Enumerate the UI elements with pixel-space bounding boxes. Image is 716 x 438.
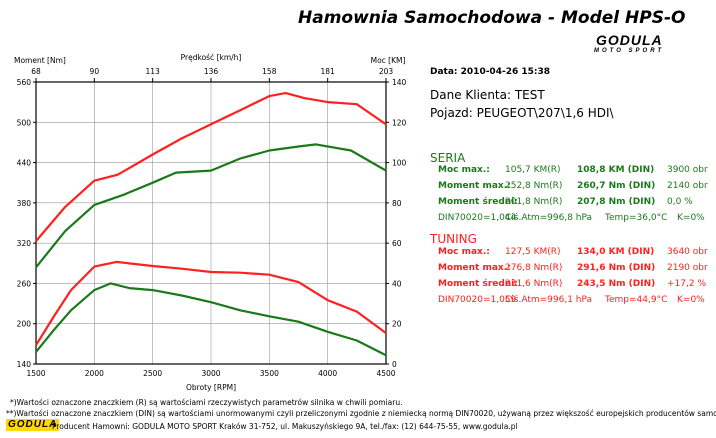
y2-tick-label: 40 (392, 279, 402, 288)
series-tuning-moment (35, 260, 387, 346)
footer-logo: GODULA (6, 419, 60, 431)
seria-stat-row: Moment średni: 201,8 Nm(R) 207,8 Nm (DIN) 0… (430, 197, 716, 209)
tuning-r: 276,8 Nm(R) (505, 263, 563, 273)
seria-cond-k: K=0% (677, 213, 705, 223)
tuning-extra: 2190 obr (667, 263, 708, 273)
top-tick-label: 113 (146, 67, 161, 76)
top-axis-label: Prędkość [km/h] (181, 53, 242, 62)
tuning-cond-temp: Temp=44,9°C (605, 295, 668, 305)
tuning-label: Moment średni: (438, 279, 518, 289)
y-tick-label: 320 (17, 239, 32, 248)
tuning-cond-atm: Ciś.Atm=996,1 hPa (505, 295, 593, 305)
y2-tick-label: 140 (392, 78, 407, 87)
series-tuning-moc (35, 91, 387, 242)
seria-din: 108,8 KM (DIN) (577, 165, 655, 175)
y-tick-label: 140 (17, 360, 32, 369)
top-tick-label: 68 (31, 67, 41, 76)
y2-tick-label: 100 (392, 159, 407, 168)
page-title: Hamownia Samochodowa - Model HPS-O (298, 8, 686, 28)
seria-label: Moc max.: (438, 165, 490, 175)
seria-din: 260,7 Nm (DIN) (577, 181, 656, 191)
tuning-stat-row: Moment max.: 276,8 Nm(R) 291,6 Nm (DIN) 219… (430, 263, 716, 275)
footnote-r: *)Wartości oznaczone znaczkiem (R) są wa… (10, 398, 403, 407)
client: Dane Klienta: TEST (430, 88, 545, 102)
series-seria-moment (35, 282, 387, 357)
test-date: Data: 2010-04-26 15:38 (430, 67, 551, 77)
vehicle: Pojazd: PEUGEOT\207\1,6 HDI\ (430, 106, 614, 120)
seria-cond-atm: Ciś.Atm=996,8 hPa (505, 213, 593, 223)
x-tick-label: 4000 (318, 369, 337, 378)
x-tick-label: 3500 (260, 369, 279, 378)
logo-motosport: MOTO SPORT (594, 48, 665, 54)
tuning-din: 291,6 Nm (DIN) (577, 263, 656, 273)
tuning-r: 127,5 KM(R) (505, 247, 561, 257)
seria-extra: 3900 obr (667, 165, 708, 175)
seria-r: 252,8 Nm(R) (505, 181, 563, 191)
y2-tick-label: 80 (392, 199, 402, 208)
top-tick-label: 136 (204, 67, 219, 76)
y-tick-label: 560 (17, 78, 32, 87)
tuning-label: Moc max.: (438, 247, 490, 257)
y2-tick-label: 120 (392, 118, 407, 127)
y2-axis-label: Moc [KM] (371, 56, 406, 65)
tuning-title: TUNING (430, 232, 477, 246)
y-tick-label: 200 (17, 320, 32, 329)
y-tick-label: 260 (17, 279, 32, 288)
seria-title: SERIA (430, 151, 466, 165)
series-seria-moc (35, 143, 387, 268)
y2-tick-label: 0 (392, 360, 397, 369)
plot-frame (35, 81, 387, 365)
producer: Producent Hamowni: GODULA MOTO SPORT Kra… (52, 422, 518, 431)
tuning-din: 134,0 KM (DIN) (577, 247, 655, 257)
tuning-extra: 3640 obr (667, 247, 708, 257)
tuning-conditions: DIN70020=1,059 Ciś.Atm=996,1 hPa Temp=44,9… (430, 295, 716, 307)
x-axis-label: Obroty [RPM] (186, 383, 236, 392)
y-axis-label: Moment [Nm] (14, 56, 66, 65)
tuning-label: Moment max.: (438, 263, 511, 273)
tuning-cond-k: K=0% (677, 295, 705, 305)
tuning-din: 243,5 Nm (DIN) (577, 279, 656, 289)
top-tick-label: 181 (321, 67, 336, 76)
seria-r: 105,7 KM(R) (505, 165, 561, 175)
tuning-extra: +17,2 % (667, 279, 706, 289)
y2-tick-label: 20 (392, 320, 402, 329)
tuning-stat-row: Moment średni: 231,6 Nm(R) 243,5 Nm (DIN) +… (430, 279, 716, 291)
tuning-cond-din: DIN70020=1,059 (438, 295, 517, 305)
seria-extra: 0,0 % (667, 197, 693, 207)
seria-label: Moment max.: (438, 181, 511, 191)
dyno-chart: 1500682000902500113300013635001584000181… (14, 53, 407, 392)
y-tick-label: 500 (17, 118, 32, 127)
top-tick-label: 90 (90, 67, 100, 76)
seria-stat-row: Moment max.: 252,8 Nm(R) 260,7 Nm (DIN) 214… (430, 181, 716, 193)
tuning-stat-row: Moc max.: 127,5 KM(R) 134,0 KM (DIN) 3640 o… (430, 247, 716, 259)
seria-conditions: DIN70020=1,044 Ciś.Atm=996,8 hPa Temp=36,0… (430, 213, 716, 225)
top-tick-label: 203 (379, 67, 394, 76)
x-tick-label: 2500 (143, 369, 162, 378)
seria-extra: 2140 obr (667, 181, 708, 191)
y-tick-label: 440 (17, 159, 32, 168)
seria-cond-din: DIN70020=1,044 (438, 213, 517, 223)
y2-tick-label: 60 (392, 239, 402, 248)
seria-din: 207,8 Nm (DIN) (577, 197, 656, 207)
logo-godula: GODULA (596, 32, 663, 48)
y-tick-label: 380 (17, 199, 32, 208)
seria-r: 201,8 Nm(R) (505, 197, 563, 207)
seria-stat-row: Moc max.: 105,7 KM(R) 108,8 KM (DIN) 3900 o… (430, 165, 716, 177)
x-tick-label: 2000 (85, 369, 104, 378)
top-tick-label: 158 (262, 67, 277, 76)
footnote-din: **)Wartości oznaczone znaczkiem (DIN) są… (6, 409, 716, 418)
x-tick-label: 1500 (26, 369, 45, 378)
x-tick-label: 3000 (201, 369, 220, 378)
x-tick-label: 4500 (376, 369, 395, 378)
seria-label: Moment średni: (438, 197, 518, 207)
seria-cond-temp: Temp=36,0°C (605, 213, 668, 223)
tuning-r: 231,6 Nm(R) (505, 279, 563, 289)
